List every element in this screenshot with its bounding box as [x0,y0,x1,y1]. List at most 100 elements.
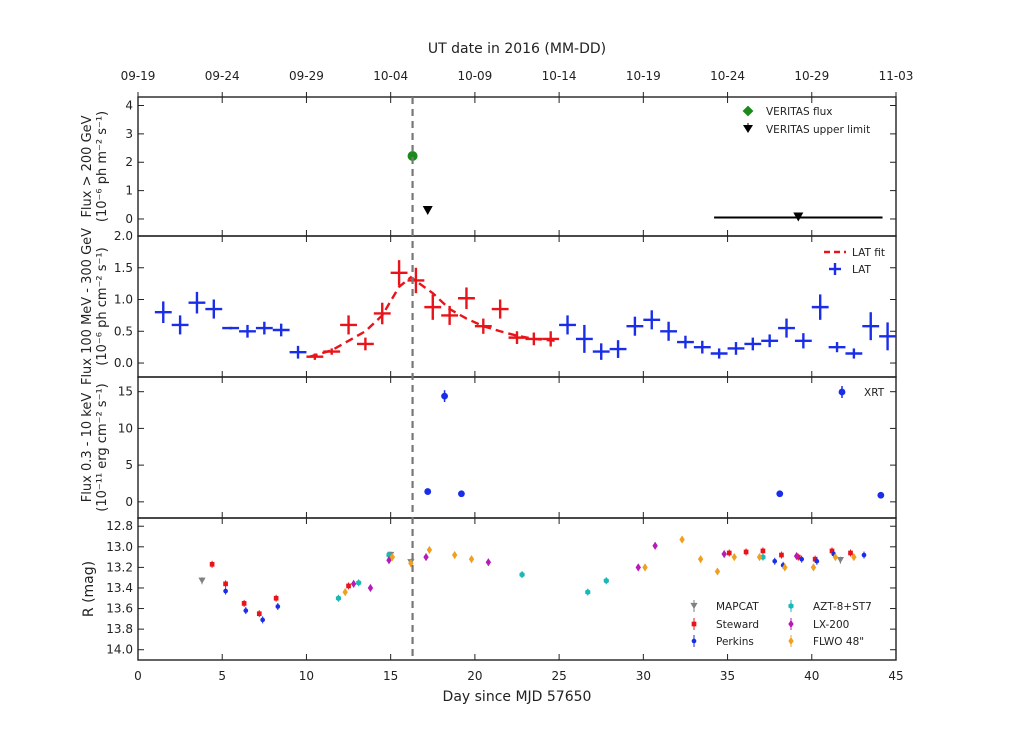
steward-point [812,556,818,562]
top-axis-label: UT date in 2016 (MM-DD) [428,41,606,57]
lx200-point [635,563,641,572]
lx200-point [721,549,727,559]
legend-veritas-ul-label: VERITAS upper limit [766,124,870,136]
y-tick-label: 15 [118,385,133,399]
y-tick-label: 13.6 [106,602,133,616]
top-tick-label: 10-09 [457,69,492,83]
mapcat-point [198,577,206,584]
y-axis-label: R (mag) [81,561,97,617]
y-tick-label: 1.0 [114,293,133,307]
top-tick-label: 09-19 [121,69,156,83]
flwo-point [389,553,396,562]
legend-optical-label: FLWO 48" [813,636,864,648]
perkins-point [223,588,228,594]
flwo-point [851,553,857,562]
lx200-point [793,552,800,561]
mapcat-point [836,557,845,564]
x-tick-label: 0 [134,669,142,683]
flwo-point [342,588,348,597]
azt-point [519,571,525,578]
legend-xrt-marker [838,388,846,396]
top-tick-label: 10-29 [794,69,829,83]
lx200-point [367,583,374,593]
x-tick-label: 5 [218,669,226,683]
y-tick-label: 13.0 [106,540,133,554]
steward-point [209,561,215,567]
flwo-point [679,535,685,544]
lx200-point [423,553,429,562]
y-tick-label: 13.8 [106,622,133,636]
legend-veritas-flux-label: VERITAS flux [766,106,832,118]
y-axis-label-line1: Flux 100 MeV - 300 GeV [80,228,95,385]
y-tick-label: 0 [125,495,133,509]
azt-point [585,589,591,596]
x-tick-label: 30 [636,669,651,683]
legend-optical-label: Steward [716,619,759,631]
perkins-point [243,608,249,613]
y-tick-label: 2 [125,155,133,169]
legend-optical-marker [690,602,698,610]
panel-frame [137,235,897,378]
y-axis-label-line1: Flux 0.3 - 10 keV [80,393,95,503]
panel-lat: 0.0 0.5 1.0 1.5 2.0 Flux 100 MeV - 300 GeV (10… [80,228,897,385]
lx200-point [350,579,357,588]
y-tick-label: 5 [125,458,133,472]
steward-point [829,548,835,554]
flwo-point [782,563,788,572]
perkins-point [772,558,778,564]
legend-optical-marker [788,603,794,609]
top-tick-label: 09-24 [205,69,240,83]
y-tick-label: 13.4 [106,581,133,595]
legend-optical-marker [788,636,794,646]
x-tick-label: 40 [804,669,819,683]
panel-optical: 12.8 13.0 13.2 13.4 13.6 13.8 14.0 R (mag) MAPCA… [81,517,897,661]
y-tick-label: 1.5 [114,261,133,275]
xrt-point [776,490,784,498]
steward-point [743,549,749,555]
lat-fit-line [309,275,556,358]
steward-point [779,552,784,558]
legend-optical-label: AZT-8+ST7 [813,601,872,613]
panel-veritas: 0 1 2 3 4 Flux > 200 GeV (10⁻⁶ ph m⁻² s⁻¹) VERI… [80,96,897,237]
y-axis-label-line2: (10⁻⁶ ph cm⁻² s⁻¹) [95,247,110,365]
panel-frame [137,376,897,519]
legend-lat-label: LAT [852,264,871,276]
veritas-flux-point [407,151,418,162]
xrt-point [441,392,448,400]
legend-optical-marker [788,619,794,629]
flwo-point [810,563,817,572]
steward-point [726,550,732,556]
lx200-point [485,558,492,567]
legend-optical-label: MAPCAT [716,601,759,613]
perkins-point [275,604,281,609]
panel-xrt: 0 5 10 15 Flux 0.3 - 10 keV (10⁻¹¹ erg cm⁻² s… [80,376,897,519]
azt-point [356,579,362,586]
steward-point [848,550,853,556]
top-tick-label: 10-14 [542,69,577,83]
flwo-point [697,555,704,564]
y-axis-label-line1: Flux > 200 GeV [80,115,95,217]
flwo-point [426,545,433,554]
legend-optical-label: Perkins [716,636,754,648]
steward-point [273,595,279,601]
x-axis-label: Day since MJD 57650 [443,689,592,705]
flwo-point [451,550,458,560]
y-tick-label: 12.8 [106,519,133,533]
x-tick-label: 25 [551,669,566,683]
legend-xrt-label: XRT [864,387,885,399]
y-tick-label: 10 [118,421,133,435]
perkins-point [799,556,805,562]
x-tick-label: 20 [467,669,482,683]
veritas-upper-limit [422,206,433,216]
azt-point [760,554,766,561]
lx200-point [652,541,658,550]
y-tick-label: 4 [125,99,133,113]
chart-root: 0 1 2 3 4 Flux > 200 GeV (10⁻⁶ ph m⁻² s⁻¹) VERI… [80,41,913,705]
y-tick-label: 0.0 [114,356,133,370]
perkins-point [861,552,867,558]
top-tick-label: 11-03 [879,69,914,83]
steward-point [256,611,262,617]
x-tick-label: 35 [720,669,735,683]
legend-veritas-flux-marker [742,105,754,117]
legend-lat-fit-label: LAT fit [852,247,885,259]
